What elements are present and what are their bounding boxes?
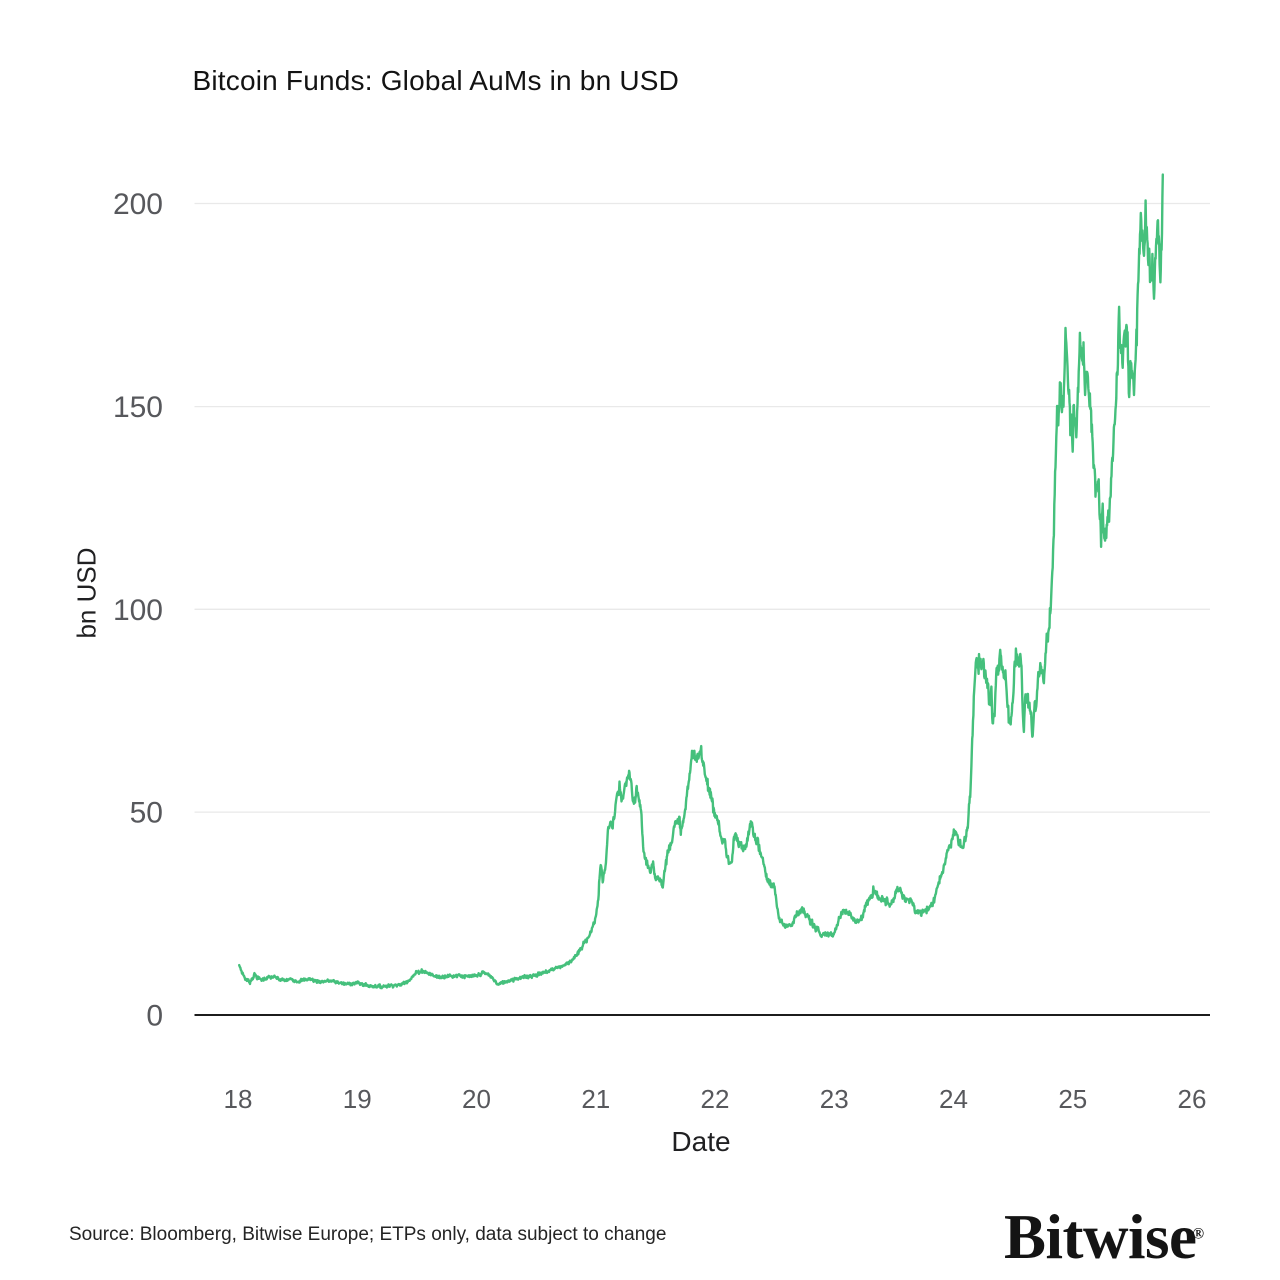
svg-text:150: 150 xyxy=(113,391,163,424)
svg-text:25: 25 xyxy=(1058,1084,1087,1114)
svg-text:Source: Bloomberg, Bitwise Eur: Source: Bloomberg, Bitwise Europe; ETPs … xyxy=(69,1224,666,1245)
svg-text:20: 20 xyxy=(462,1084,491,1114)
svg-text:21: 21 xyxy=(581,1084,610,1114)
svg-text:Bitwise: Bitwise xyxy=(1004,1202,1196,1272)
svg-text:Bitcoin Funds: Global AuMs in: Bitcoin Funds: Global AuMs in bn USD xyxy=(193,65,680,96)
svg-text:200: 200 xyxy=(113,188,163,221)
svg-text:100: 100 xyxy=(113,594,163,627)
svg-text:26: 26 xyxy=(1178,1084,1207,1114)
svg-text:bn USD: bn USD xyxy=(72,547,102,638)
svg-text:24: 24 xyxy=(939,1084,968,1114)
svg-text:Date: Date xyxy=(671,1126,730,1157)
svg-text:50: 50 xyxy=(130,797,163,830)
svg-text:18: 18 xyxy=(224,1084,253,1114)
svg-text:22: 22 xyxy=(701,1084,730,1114)
svg-text:23: 23 xyxy=(820,1084,849,1114)
svg-text:®: ® xyxy=(1193,1226,1205,1243)
svg-text:0: 0 xyxy=(146,1000,163,1033)
svg-text:19: 19 xyxy=(343,1084,372,1114)
